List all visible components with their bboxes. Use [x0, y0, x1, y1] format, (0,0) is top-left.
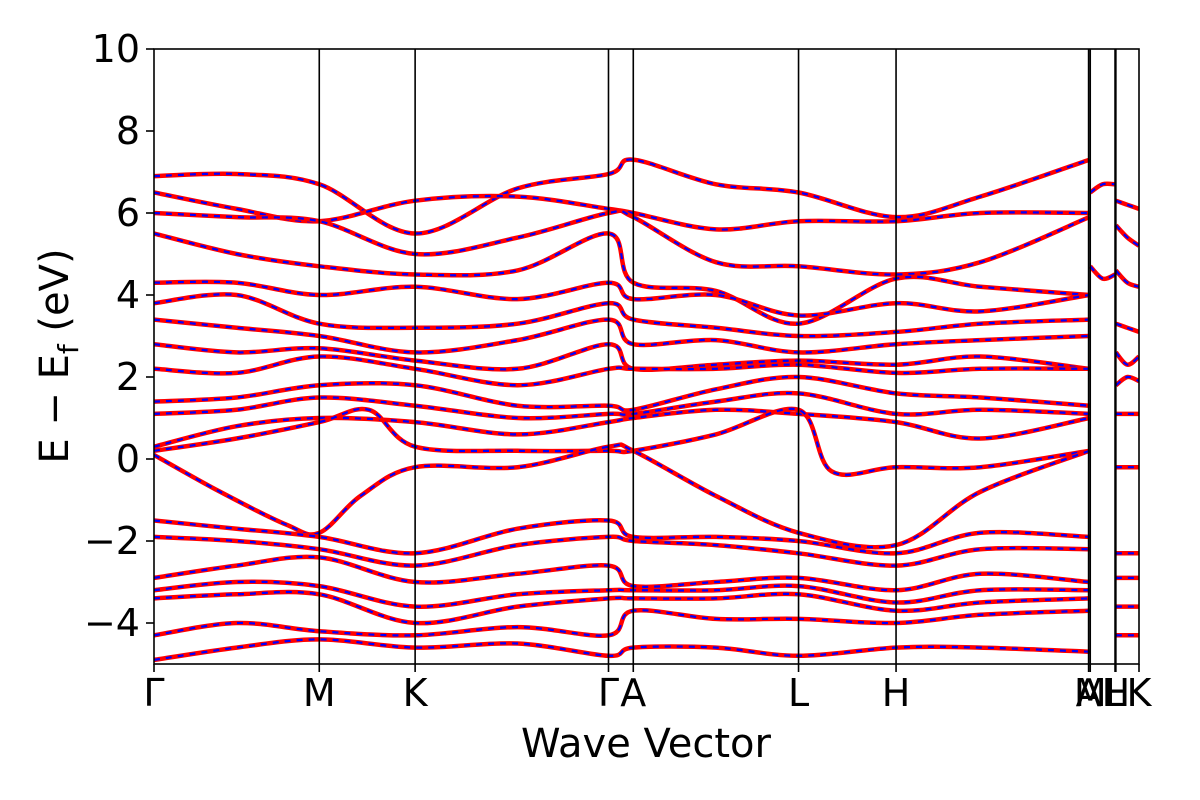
x-tick-label-11: K — [1127, 671, 1153, 715]
band-line-5 — [154, 292, 1090, 339]
x-tick-label-3: Γ — [598, 671, 619, 715]
y-axis-label-subscript: f — [52, 343, 85, 354]
x-tick-label-6: H — [882, 671, 911, 715]
y-axis-ticks: −4 −2 0 2 4 6 8 10 — [84, 27, 154, 645]
band-overlay-line-21 — [1089, 182, 1116, 194]
band-overlay-line-19 — [154, 609, 1090, 637]
band-overlay-line-15 — [154, 535, 1090, 567]
y-axis-label: E − Ef (eV) — [32, 248, 85, 463]
x-tick-label-7: A — [1076, 671, 1102, 715]
x-tick-label-2: K — [403, 671, 429, 715]
band-overlay-line-11 — [154, 408, 1090, 448]
x-axis-label: Wave Vector — [521, 721, 772, 767]
band-overlay-line-17 — [154, 580, 1090, 608]
x-tick-label-8: M — [1074, 671, 1107, 715]
band-overlay-line-22 — [1089, 265, 1116, 280]
y-tick-label: 2 — [116, 355, 140, 399]
y-tick-label: 4 — [116, 273, 140, 317]
band-overlay-line-3 — [154, 232, 1090, 325]
x-tick-label-0: Γ — [143, 671, 164, 715]
band-overlay-line-10 — [154, 391, 1090, 420]
y-tick-label: −4 — [84, 601, 140, 645]
band-overlay-line-24 — [1115, 224, 1139, 247]
y-axis-label-unit: (eV) — [32, 248, 78, 344]
band-overlay-line-20 — [154, 638, 1090, 661]
y-tick-label: 0 — [116, 437, 140, 481]
band-overlay-line-6 — [154, 318, 1090, 354]
band-overlay-line-4 — [154, 280, 1090, 317]
band-overlay-line-2 — [154, 209, 1090, 276]
x-tick-label-1: M — [303, 671, 336, 715]
band-overlay-line-8 — [154, 355, 1090, 387]
band-overlay-line-27 — [1115, 351, 1139, 366]
y-tick-label: 8 — [116, 109, 140, 153]
band-overlay-line-0 — [154, 158, 1090, 235]
y-axis-label-main: E − E — [32, 354, 78, 464]
y-tick-label: 10 — [92, 27, 140, 71]
band-overlay-line-26 — [1115, 322, 1139, 333]
x-tick-label-4: A — [620, 671, 646, 715]
x-tick-label-10: H — [1102, 671, 1131, 715]
band-overlay-line-9 — [154, 375, 1090, 412]
band-overlay-line-18 — [154, 590, 1090, 625]
kpoint-lines — [318, 49, 1117, 664]
band-overlay-line-16 — [154, 555, 1090, 592]
band-overlay-line-25 — [1115, 269, 1139, 288]
band-overlay-line-14 — [154, 519, 1090, 555]
band-overlay-line-7 — [154, 343, 1090, 371]
plot-frame — [153, 48, 1140, 665]
band-overlay-line-23 — [1115, 199, 1139, 210]
band-overlay-line-28 — [1115, 375, 1139, 387]
x-tick-label-9: L — [1104, 671, 1125, 715]
y-tick-label: −2 — [84, 519, 140, 563]
x-tick-label-5: L — [788, 671, 809, 715]
y-tick-label: 6 — [116, 191, 140, 235]
